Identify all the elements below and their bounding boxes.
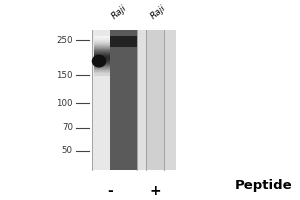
Bar: [94, 73, 110, 76]
Bar: [94, 62, 110, 65]
Bar: [94, 71, 110, 74]
Bar: [94, 50, 110, 53]
Bar: [94, 66, 110, 69]
Bar: [94, 57, 110, 60]
Bar: [94, 72, 110, 74]
Bar: [94, 44, 110, 46]
Bar: [94, 46, 110, 49]
Bar: [94, 49, 110, 52]
Bar: [94, 56, 110, 59]
Bar: [94, 37, 110, 40]
Bar: [94, 43, 110, 46]
Bar: [94, 64, 110, 66]
Bar: [94, 39, 110, 41]
Bar: [94, 36, 110, 39]
Bar: [94, 55, 110, 58]
Bar: [94, 70, 110, 73]
Bar: [94, 63, 110, 66]
Text: 50: 50: [62, 146, 73, 155]
Bar: [94, 69, 110, 72]
Bar: [94, 53, 110, 56]
Bar: [94, 40, 110, 43]
Bar: [94, 61, 110, 64]
Bar: [94, 61, 110, 64]
Text: +: +: [149, 184, 160, 198]
Ellipse shape: [92, 55, 106, 68]
Bar: [94, 45, 110, 48]
Bar: [94, 59, 110, 62]
Bar: [94, 63, 110, 65]
Bar: [94, 67, 110, 70]
Text: Raji: Raji: [110, 4, 128, 21]
Bar: [94, 47, 110, 50]
Bar: [94, 65, 110, 68]
Bar: [146, 30, 164, 170]
Bar: [92, 30, 176, 170]
Bar: [94, 60, 110, 63]
Bar: [94, 42, 110, 44]
Bar: [94, 51, 110, 54]
Bar: [94, 41, 110, 44]
Text: -: -: [107, 184, 112, 198]
Bar: [94, 70, 110, 73]
Bar: [94, 54, 110, 57]
Bar: [94, 58, 110, 61]
Bar: [94, 52, 110, 55]
Bar: [94, 72, 110, 75]
Bar: [94, 46, 110, 49]
Bar: [94, 65, 110, 67]
Bar: [94, 39, 110, 42]
Bar: [94, 64, 110, 67]
Bar: [94, 50, 110, 53]
Bar: [94, 37, 110, 39]
Bar: [110, 36, 137, 47]
Bar: [94, 68, 110, 71]
Bar: [94, 56, 110, 59]
Text: Peptide: Peptide: [235, 179, 293, 192]
Text: 250: 250: [56, 36, 73, 45]
Bar: [94, 30, 110, 170]
Bar: [110, 30, 137, 170]
Bar: [94, 45, 110, 48]
Bar: [94, 48, 110, 51]
Bar: [94, 57, 110, 60]
Bar: [94, 43, 110, 46]
Bar: [94, 42, 110, 45]
Bar: [137, 30, 146, 170]
Bar: [94, 38, 110, 41]
Bar: [94, 41, 110, 44]
Bar: [94, 44, 110, 47]
Bar: [94, 49, 110, 52]
Bar: [94, 38, 110, 41]
Bar: [94, 40, 110, 43]
Bar: [94, 46, 110, 48]
Bar: [94, 73, 110, 76]
Bar: [94, 67, 110, 70]
Text: 70: 70: [62, 123, 73, 132]
Bar: [94, 48, 110, 51]
Bar: [94, 53, 110, 55]
Text: 100: 100: [56, 99, 73, 108]
Text: Raji: Raji: [149, 4, 168, 21]
Bar: [94, 54, 110, 56]
Bar: [94, 69, 110, 71]
Bar: [94, 52, 110, 55]
Bar: [94, 55, 110, 57]
Bar: [94, 40, 110, 42]
Text: 150: 150: [56, 71, 73, 80]
Bar: [94, 49, 110, 51]
Bar: [94, 58, 110, 61]
Bar: [94, 37, 110, 40]
Bar: [94, 47, 110, 50]
Bar: [94, 39, 110, 42]
Bar: [94, 44, 110, 47]
Bar: [94, 51, 110, 54]
Bar: [94, 66, 110, 69]
Bar: [94, 59, 110, 62]
Bar: [94, 42, 110, 45]
Bar: [94, 60, 110, 63]
Bar: [94, 55, 110, 58]
